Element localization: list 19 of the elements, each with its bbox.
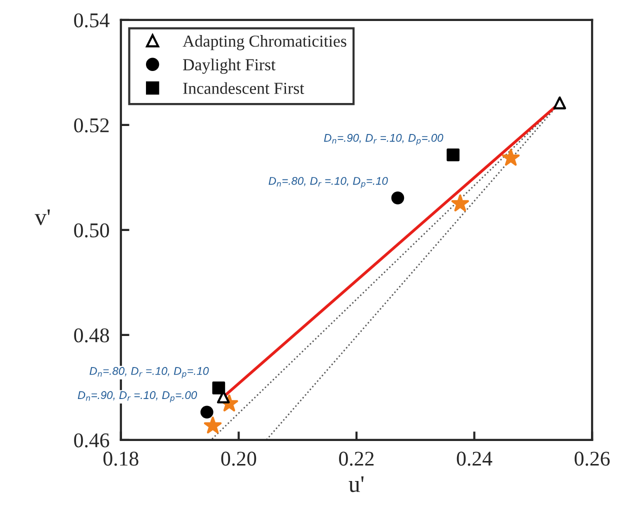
annotation: D$_{n}$=.90, D$_{r}$ =.10, D$_{p}$=.00 xyxy=(78,391,198,402)
y-tick-label: 0.52 xyxy=(74,118,109,132)
x-tick-label: 0.22 xyxy=(339,452,374,466)
y-tick-label: 0.54 xyxy=(74,13,110,28)
y-tick-label: 0.50 xyxy=(74,223,109,238)
annotation: D$_{n}$=.80, D$_{r}$ =.10, D$_{p}$=.10 xyxy=(90,367,209,378)
x-axis-title: u' xyxy=(348,476,364,492)
legend-label: Daylight First xyxy=(183,58,276,74)
y-tick-label: 0.46 xyxy=(74,433,110,448)
y-axis-title: v' xyxy=(34,209,50,226)
x-tick-label: 0.18 xyxy=(103,452,138,466)
legend-label: Adapting Chromaticities xyxy=(182,35,346,50)
x-tick-label: 0.24 xyxy=(456,452,492,466)
x-tick-label: 0.26 xyxy=(574,452,610,466)
y-tick-label: 0.48 xyxy=(74,328,109,342)
x-tick-label: 0.20 xyxy=(221,452,256,466)
annotation: D$_{n}$=.80, D$_{r}$ =.10, D$_{p}$=.10 xyxy=(268,176,388,188)
annotation: D$_{n}$=.90, D$_{r}$ =.10, D$_{p}$=.00 xyxy=(324,134,444,146)
legend-label: Incandescent First xyxy=(183,82,304,94)
